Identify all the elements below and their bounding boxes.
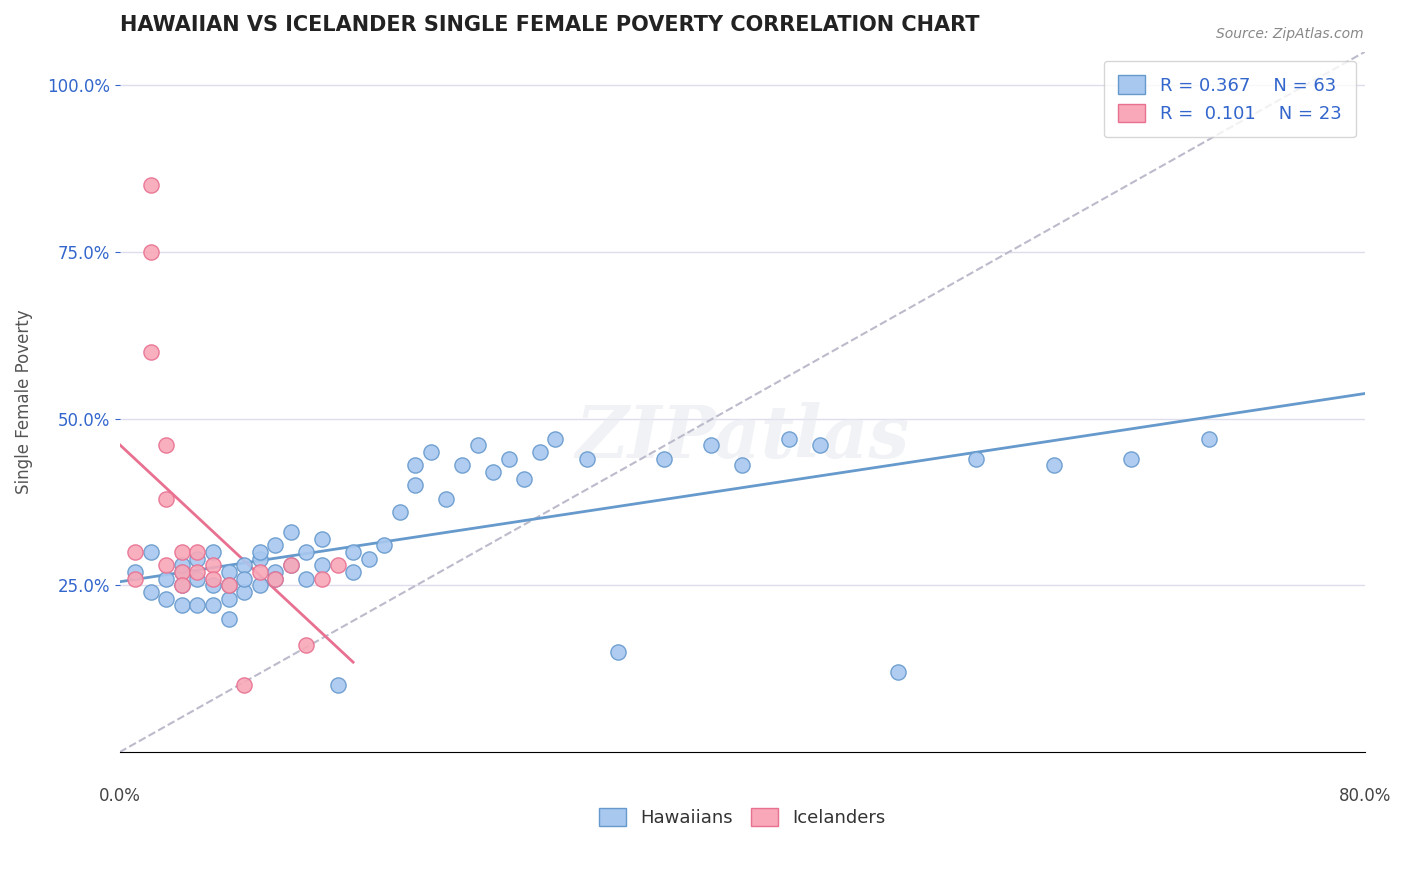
Point — [249, 565, 271, 579]
Point — [124, 565, 146, 579]
Point — [170, 545, 193, 559]
Point — [218, 612, 240, 626]
Point — [249, 545, 271, 559]
Point — [436, 491, 458, 506]
Point — [700, 438, 723, 452]
Text: 80.0%: 80.0% — [1339, 787, 1391, 805]
Point — [170, 578, 193, 592]
Point — [295, 545, 318, 559]
Point — [280, 524, 302, 539]
Point — [186, 572, 208, 586]
Text: HAWAIIAN VS ICELANDER SINGLE FEMALE POVERTY CORRELATION CHART: HAWAIIAN VS ICELANDER SINGLE FEMALE POVE… — [120, 15, 979, 35]
Point — [404, 458, 426, 473]
Point — [778, 432, 800, 446]
Point — [139, 585, 162, 599]
Point — [218, 591, 240, 606]
Point — [311, 572, 333, 586]
Point — [170, 599, 193, 613]
Legend: Hawaiians, Icelanders: Hawaiians, Icelanders — [592, 800, 893, 834]
Point — [264, 538, 287, 552]
Point — [373, 538, 395, 552]
Point — [170, 578, 193, 592]
Point — [186, 599, 208, 613]
Text: ZIPatlas: ZIPatlas — [575, 401, 910, 473]
Point — [529, 445, 551, 459]
Point — [342, 545, 364, 559]
Point — [808, 438, 831, 452]
Point — [124, 545, 146, 559]
Point — [326, 678, 349, 692]
Point — [467, 438, 489, 452]
Point — [544, 432, 567, 446]
Point — [186, 565, 208, 579]
Point — [155, 572, 177, 586]
Point — [887, 665, 910, 679]
Point — [311, 532, 333, 546]
Point — [249, 551, 271, 566]
Point — [575, 451, 598, 466]
Point — [170, 565, 193, 579]
Point — [201, 572, 224, 586]
Point — [155, 591, 177, 606]
Point — [233, 585, 256, 599]
Text: 0.0%: 0.0% — [98, 787, 141, 805]
Point — [139, 345, 162, 359]
Point — [233, 572, 256, 586]
Point — [170, 565, 193, 579]
Y-axis label: Single Female Poverty: Single Female Poverty — [15, 310, 32, 494]
Point — [388, 505, 411, 519]
Point — [201, 578, 224, 592]
Point — [201, 545, 224, 559]
Point — [139, 178, 162, 193]
Point — [218, 565, 240, 579]
Point — [295, 639, 318, 653]
Point — [357, 551, 380, 566]
Point — [249, 578, 271, 592]
Point — [186, 545, 208, 559]
Point — [513, 472, 536, 486]
Point — [264, 565, 287, 579]
Point — [482, 465, 505, 479]
Point — [606, 645, 628, 659]
Point — [139, 244, 162, 259]
Point — [186, 551, 208, 566]
Point — [1198, 432, 1220, 446]
Text: Source: ZipAtlas.com: Source: ZipAtlas.com — [1216, 27, 1364, 41]
Point — [451, 458, 474, 473]
Point — [280, 558, 302, 573]
Point — [419, 445, 441, 459]
Point — [218, 578, 240, 592]
Point — [124, 572, 146, 586]
Point — [295, 572, 318, 586]
Point — [264, 572, 287, 586]
Point — [1042, 458, 1064, 473]
Point — [280, 558, 302, 573]
Point — [233, 678, 256, 692]
Point — [201, 558, 224, 573]
Point — [139, 545, 162, 559]
Point — [201, 599, 224, 613]
Point — [654, 451, 676, 466]
Point — [342, 565, 364, 579]
Point — [498, 451, 520, 466]
Point — [264, 572, 287, 586]
Point — [155, 558, 177, 573]
Point — [404, 478, 426, 492]
Point — [155, 491, 177, 506]
Point — [155, 438, 177, 452]
Point — [170, 558, 193, 573]
Point — [965, 451, 987, 466]
Point — [218, 578, 240, 592]
Point — [311, 558, 333, 573]
Point — [233, 558, 256, 573]
Point — [1121, 451, 1143, 466]
Point — [731, 458, 754, 473]
Point — [326, 558, 349, 573]
